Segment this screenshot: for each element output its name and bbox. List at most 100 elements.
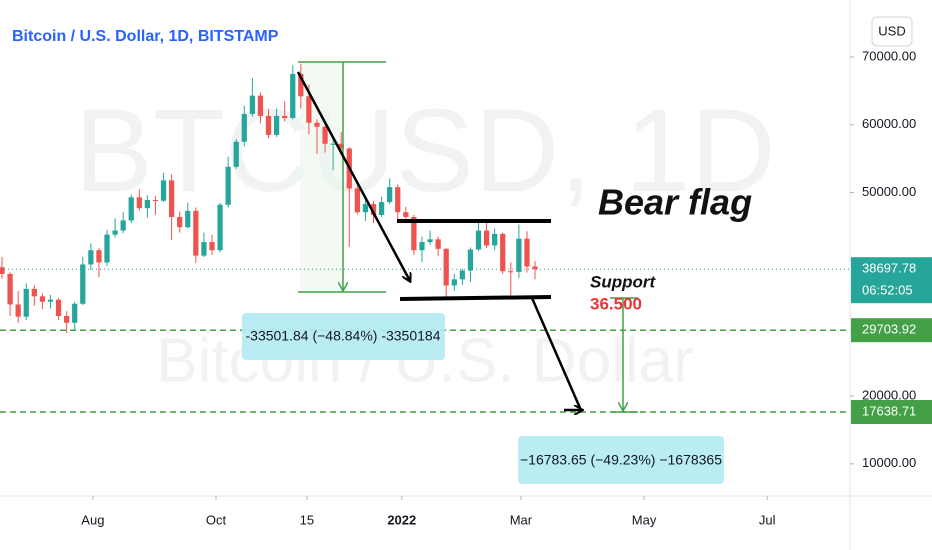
- watermark-symbol: BTCUSD, 1D: [74, 85, 776, 217]
- candle-body: [88, 250, 94, 265]
- candle-body: [168, 180, 175, 217]
- x-tick-label: May: [632, 512, 657, 527]
- x-tick-label: Oct: [206, 512, 227, 527]
- candle-body: [209, 242, 215, 251]
- candle-body: [524, 238, 530, 267]
- candle-body: [282, 115, 288, 118]
- candle-body: [314, 122, 320, 127]
- candle-body: [128, 197, 134, 221]
- candle-body: [483, 230, 490, 246]
- price-label-box: [851, 257, 932, 304]
- price-label: 29703.92: [862, 322, 916, 337]
- candle-body: [265, 115, 272, 135]
- candle-body: [370, 204, 377, 215]
- drawings: Bear flag Support 36.500 -33501.84 (−48.…: [242, 61, 752, 484]
- candle-body: [217, 204, 223, 251]
- candle-body: [144, 200, 151, 209]
- bear-flag-label: Bear flag: [598, 182, 752, 223]
- candle-body: [55, 299, 62, 316]
- candle-body: [500, 233, 506, 272]
- candle-body: [47, 299, 54, 302]
- candle-body: [330, 143, 336, 145]
- y-tick-label: 20000.00: [862, 387, 916, 402]
- candle-body: [419, 242, 425, 251]
- candle-body: [15, 304, 21, 317]
- x-tick-label: 2022: [387, 512, 416, 527]
- measure-box: [518, 436, 724, 484]
- currency-button[interactable]: [871, 16, 913, 47]
- x-tick-label: Mar: [510, 512, 533, 527]
- candle-body: [273, 115, 280, 135]
- candle-body: [80, 264, 86, 304]
- x-tick-label: Aug: [81, 512, 104, 527]
- candle-body: [201, 242, 207, 256]
- candle-body: [467, 249, 474, 271]
- candle-body: [395, 187, 401, 213]
- candle-body: [7, 273, 13, 305]
- price-line-labels: 38697.78 06:52:05 29703.92 17638.71: [851, 257, 932, 425]
- candle-body: [362, 204, 369, 213]
- candle-body: [435, 239, 441, 249]
- price-label-box: [851, 400, 932, 425]
- candle-body: [516, 238, 522, 272]
- candle-body: [225, 166, 231, 205]
- candle-body: [249, 95, 255, 114]
- candle-body: [152, 200, 159, 202]
- trend-arrow: [296, 71, 410, 281]
- y-tick-label: 10000.00: [862, 455, 916, 470]
- candle-body: [532, 266, 538, 270]
- candle-body: [160, 180, 167, 201]
- candle-body: [241, 113, 247, 142]
- candle-body: [257, 95, 264, 116]
- candle-body: [492, 233, 498, 246]
- flag-bottom-line: [399, 295, 552, 301]
- target-arrow: [530, 297, 582, 409]
- candle-body: [31, 288, 37, 297]
- y-tick-label: 70000.00: [862, 48, 916, 63]
- watermark: BTCUSD, 1D Bitcoin / U.S. Dollar: [74, 85, 776, 395]
- support-value: 36.500: [590, 294, 642, 313]
- time-axis-panel: [0, 496, 932, 550]
- candle-body: [23, 288, 29, 317]
- candle-body: [475, 230, 482, 250]
- candle-body: [177, 216, 183, 228]
- candle-body: [96, 250, 102, 263]
- candle-body: [72, 303, 78, 323]
- candle-body: [136, 197, 142, 209]
- candle-body: [185, 210, 191, 228]
- price-label: 38697.78: [862, 261, 916, 276]
- candle-body: [64, 315, 70, 323]
- candle-body: [338, 143, 344, 149]
- support-label: Support: [590, 272, 656, 291]
- candle-body: [451, 279, 457, 286]
- candle-body: [193, 210, 199, 256]
- measure-text: −16783.65 (−49.23%) −1678365: [520, 452, 722, 468]
- measure-box: [242, 313, 445, 360]
- candle-body: [508, 271, 514, 273]
- chart-title: Bitcoin / U.S. Dollar, 1D, BITSTAMP: [12, 28, 279, 45]
- x-tick-label: Jul: [759, 512, 776, 527]
- currency-label[interactable]: USD: [878, 23, 905, 38]
- candle-body: [403, 212, 409, 217]
- candle-body: [427, 239, 433, 243]
- candle-body: [459, 270, 465, 280]
- x-tick-label: 15: [300, 512, 314, 527]
- candle-body: [322, 126, 328, 144]
- candle-body: [120, 220, 126, 231]
- y-tick-label: 60000.00: [862, 116, 916, 131]
- candles: [0, 63, 538, 333]
- candle-body: [378, 202, 385, 215]
- measure-text: -33501.84 (−48.84%) -3350184: [246, 328, 441, 344]
- countdown-label: 06:52:05: [862, 283, 913, 298]
- axes: 10000.00 20000.00 50000.00 60000.00 70000.00…: [81, 48, 916, 527]
- price-label-box: [851, 318, 932, 343]
- candle-body: [39, 296, 46, 302]
- candle-body: [443, 248, 449, 286]
- candle-body: [298, 73, 304, 97]
- candle-body: [233, 141, 239, 167]
- price-label: 17638.71: [862, 403, 916, 418]
- candle-body: [112, 230, 118, 235]
- candle-body: [387, 187, 393, 203]
- candle-body: [306, 96, 312, 123]
